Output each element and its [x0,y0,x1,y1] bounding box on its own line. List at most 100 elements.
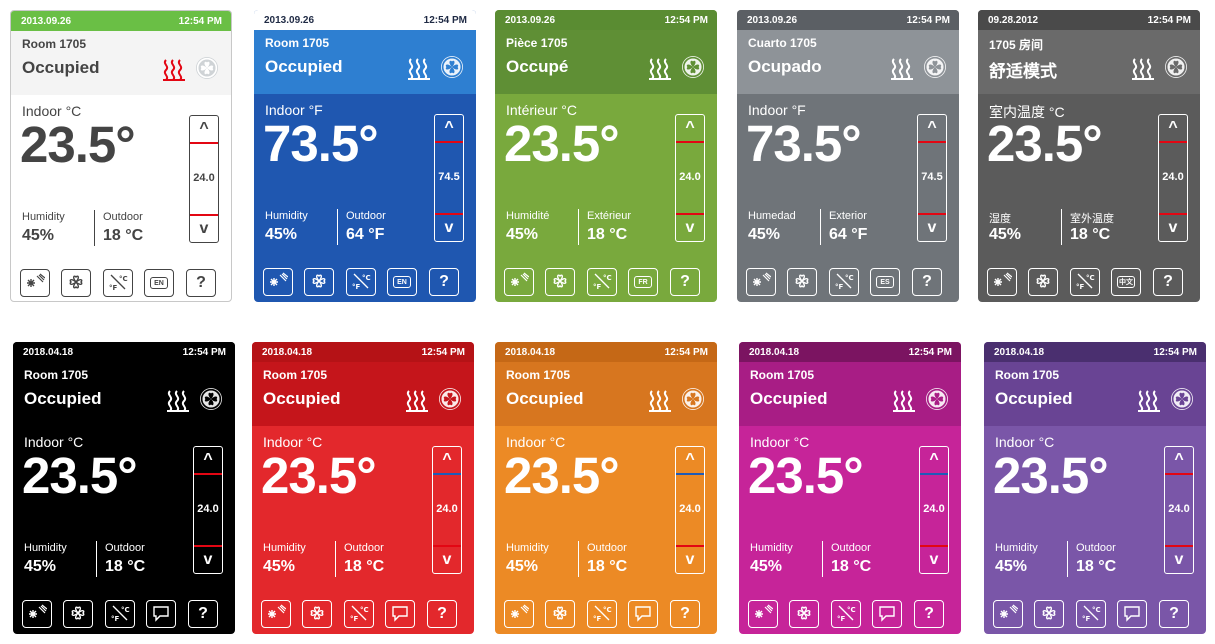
units-button[interactable]: °C °F [103,269,133,297]
thermostat-panel-10: 2018.04.18 12:54 PM Room 1705 Occupied I… [984,342,1206,634]
mode-button[interactable] [22,600,52,628]
help-button[interactable]: ? [427,600,457,628]
fan-icon [792,272,812,293]
language-button[interactable]: 中文 [1111,268,1141,296]
mode-button[interactable] [263,268,293,296]
cool-heat-icon [753,604,774,625]
fan-button[interactable] [545,268,575,296]
fan-button[interactable] [1034,600,1064,628]
fan-icon [550,272,570,293]
setpoint-control: ^ 74.5 v [434,114,464,242]
room-label: Room 1705 [506,368,571,382]
setpoint-down-button[interactable]: v [685,219,695,236]
fan-button[interactable] [304,268,334,296]
mode-button[interactable] [20,269,50,297]
setpoint-down-button[interactable]: v [1174,551,1184,568]
setpoint-down-button[interactable]: v [1168,219,1178,236]
language-button[interactable] [385,600,415,628]
units-button[interactable]: °C °F [346,268,376,296]
help-button[interactable]: ? [186,269,216,297]
outdoor-label: 室外温度 [1070,213,1114,225]
fan-status-indicator[interactable] [200,388,222,410]
fan-status-indicator[interactable] [196,57,218,79]
heating-indicator [404,389,430,413]
setpoint-up-button[interactable]: ^ [1168,119,1178,136]
help-button[interactable]: ? [914,600,944,628]
language-button[interactable] [1117,600,1147,628]
setpoint-up-button[interactable]: ^ [685,451,695,468]
units-button[interactable]: °C °F [587,268,617,296]
help-button[interactable]: ? [670,268,700,296]
setpoint-down-button[interactable]: v [444,219,454,236]
setpoint-down-button[interactable]: v [442,551,452,568]
setpoint-up-button[interactable]: ^ [1174,451,1184,468]
setpoint-down-button[interactable]: v [203,551,213,568]
units-button[interactable]: °C °F [831,600,861,628]
setpoint-down-button[interactable]: v [199,220,209,237]
mode-button[interactable] [987,268,1017,296]
units-button[interactable]: °C °F [105,600,135,628]
fan-button[interactable] [545,600,575,628]
language-button[interactable] [628,600,658,628]
fan-status-indicator[interactable] [1165,56,1187,78]
units-button[interactable]: °C °F [344,600,374,628]
mode-button[interactable] [746,268,776,296]
setpoint-down-button[interactable]: v [685,551,695,568]
fan-status-indicator[interactable] [1171,388,1193,410]
mode-button[interactable] [261,600,291,628]
help-button[interactable]: ? [188,600,218,628]
setpoint-up-button[interactable]: ^ [203,451,213,468]
room-header: Pièce 1705 Occupé [495,30,717,94]
indoor-label: Intérieur °C [506,102,577,118]
setpoint-up-button[interactable]: ^ [927,119,937,136]
outdoor-value: 18 °C [831,558,872,575]
room-label: Cuarto 1705 [748,36,817,50]
setpoint-up-button[interactable]: ^ [199,120,209,137]
fan-button[interactable] [787,268,817,296]
fan-status-indicator[interactable] [682,56,704,78]
language-button[interactable] [146,600,176,628]
help-button[interactable]: ? [670,600,700,628]
setpoint-down-button[interactable]: v [927,219,937,236]
units-button[interactable]: °C °F [829,268,859,296]
fan-button[interactable] [63,600,93,628]
svg-text:°F: °F [1082,615,1091,622]
help-button[interactable]: ? [429,268,459,296]
setpoint-up-button[interactable]: ^ [685,119,695,136]
fan-button[interactable] [61,269,91,297]
units-button[interactable]: °C °F [587,600,617,628]
indoor-label: Indoor °F [748,102,806,118]
humidity-value: 45% [265,226,298,243]
fan-button[interactable] [302,600,332,628]
language-button[interactable]: EN [387,268,417,296]
status-bar: 2013.09.26 12:54 PM [11,11,231,31]
setpoint-down-button[interactable]: v [929,551,939,568]
fan-status-indicator[interactable] [441,56,463,78]
help-button[interactable]: ? [1159,600,1189,628]
help-button[interactable]: ? [1153,268,1183,296]
fan-status-indicator[interactable] [924,56,946,78]
setpoint-up-button[interactable]: ^ [442,451,452,468]
fan-button[interactable] [789,600,819,628]
units-button[interactable]: °C °F [1076,600,1106,628]
language-button[interactable]: FR [628,268,658,296]
fan-status-indicator[interactable] [926,388,948,410]
setpoint-value: 24.0 [679,503,701,515]
setpoint-up-button[interactable]: ^ [929,451,939,468]
heat-icon [893,390,915,412]
language-button[interactable]: EN [144,269,174,297]
mode-button[interactable] [504,268,534,296]
setpoint-up-button[interactable]: ^ [444,119,454,136]
mode-button[interactable] [993,600,1023,628]
language-label: ES [876,276,894,288]
language-button[interactable]: ES [870,268,900,296]
mode-button[interactable] [748,600,778,628]
fan-status-indicator[interactable] [439,388,461,410]
language-button[interactable] [872,600,902,628]
mode-button[interactable] [504,600,534,628]
units-button[interactable]: °C °F [1070,268,1100,296]
fan-button[interactable] [1028,268,1058,296]
help-button[interactable]: ? [912,268,942,296]
setpoint-divider-top [194,473,222,475]
fan-status-indicator[interactable] [682,388,704,410]
